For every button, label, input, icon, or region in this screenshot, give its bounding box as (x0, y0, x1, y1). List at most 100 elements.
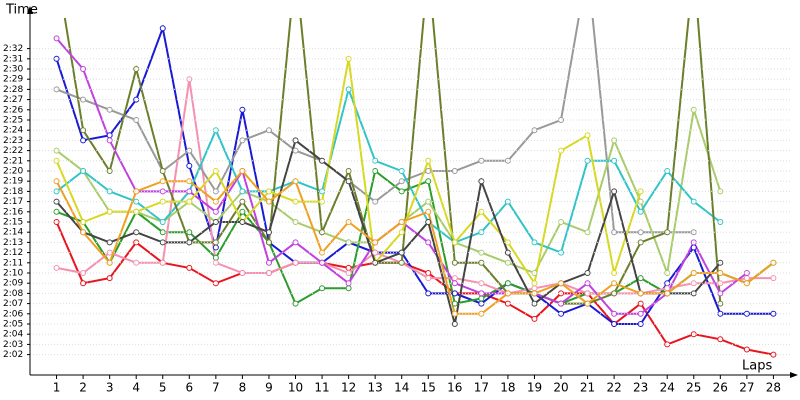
point (212, 198, 219, 205)
point (425, 275, 432, 282)
point (743, 346, 750, 353)
point (425, 239, 432, 246)
point (451, 275, 458, 282)
y-tick-label: 2:02 (3, 350, 23, 360)
point (292, 137, 299, 144)
point (451, 259, 458, 266)
point (770, 351, 777, 358)
series-line (55, 221, 774, 356)
point (345, 285, 352, 292)
point (478, 295, 485, 302)
y-tick-label: 2:26 (3, 105, 23, 115)
point (53, 35, 60, 42)
point (451, 310, 458, 317)
y-tick-label: 2:20 (3, 167, 23, 177)
point (133, 259, 140, 266)
point (770, 275, 777, 282)
point (664, 280, 671, 287)
series-line (63, 18, 722, 305)
point (451, 290, 458, 297)
point (319, 229, 326, 236)
series-line (55, 138, 722, 325)
y-tick-label: 2:30 (3, 65, 23, 75)
x-tick-label: 25 (686, 381, 701, 395)
x-tick-label: 17 (474, 381, 489, 395)
point (133, 229, 140, 236)
x-tick-label: 11 (314, 381, 329, 395)
point (425, 208, 432, 215)
y-tick-label: 2:31 (3, 54, 23, 64)
point (743, 280, 750, 287)
point (292, 219, 299, 225)
point (451, 239, 458, 246)
point (265, 188, 272, 195)
point (106, 168, 113, 174)
point (425, 157, 432, 164)
point (319, 285, 326, 292)
point (212, 188, 219, 195)
x-tick-label: 6 (185, 381, 193, 395)
y-tick-label: 2:21 (3, 156, 23, 166)
point (80, 229, 87, 236)
x-tick-label: 2 (79, 381, 87, 395)
x-arrow (790, 372, 798, 378)
point (80, 280, 87, 287)
point (239, 168, 246, 174)
x-tick-label: 18 (500, 381, 515, 395)
point (292, 239, 299, 246)
x-tick-label: 14 (394, 381, 409, 395)
x-tick-label: 13 (368, 381, 383, 395)
point (80, 219, 87, 225)
point (637, 239, 644, 246)
point (425, 168, 432, 174)
y-arrow (27, 6, 33, 14)
x-axis-title: Laps (742, 359, 772, 374)
point (531, 315, 538, 322)
y-tick-label: 2:28 (3, 85, 23, 95)
point (106, 275, 113, 282)
point (212, 280, 219, 287)
y-tick-label: 2:25 (3, 116, 23, 126)
point (637, 310, 644, 317)
point (133, 208, 140, 215)
point (265, 239, 272, 246)
point (292, 259, 299, 266)
point (611, 290, 618, 297)
point (637, 275, 644, 282)
y-tick-label: 2:10 (3, 269, 23, 279)
x-tick-label: 23 (633, 381, 648, 395)
x-tick-label: 22 (606, 381, 621, 395)
point (239, 270, 246, 276)
point (611, 270, 618, 276)
point (133, 117, 140, 123)
point (106, 106, 113, 113)
x-tick-label: 4 (132, 381, 140, 395)
point (80, 137, 87, 144)
point (637, 208, 644, 215)
x-tick-label: 8 (239, 381, 247, 395)
point (451, 321, 458, 327)
point (664, 229, 671, 236)
y-tick-label: 2:08 (3, 289, 23, 299)
point (265, 229, 272, 236)
y-tick-label: 2:07 (3, 299, 23, 309)
point (106, 208, 113, 215)
point (637, 188, 644, 195)
point (80, 66, 87, 72)
y-tick-label: 2:32 (3, 44, 23, 54)
y-tick-label: 2:12 (3, 248, 23, 258)
point (239, 198, 246, 205)
point (690, 244, 697, 251)
point (611, 321, 618, 327)
point (584, 132, 591, 139)
point (186, 264, 193, 271)
y-tick-label: 2:04 (3, 330, 23, 340)
point (265, 198, 272, 205)
x-tick-label: 20 (553, 381, 568, 395)
x-tick-label: 15 (421, 381, 436, 395)
point (664, 270, 671, 276)
point (159, 25, 166, 32)
y-tick-label: 2:11 (3, 258, 23, 268)
y-tick-label: 2:09 (3, 279, 23, 289)
